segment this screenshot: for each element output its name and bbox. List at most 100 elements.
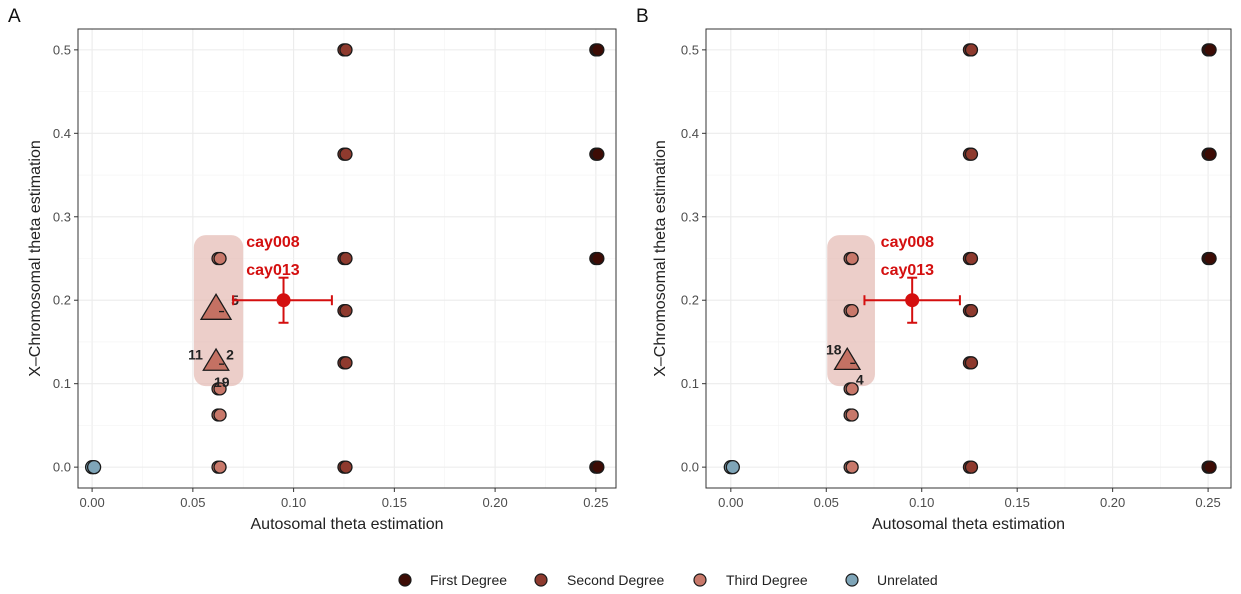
annotation-label: cay008 — [881, 234, 934, 251]
data-point-overlap — [964, 43, 979, 57]
data-point-overlap — [1203, 460, 1217, 474]
legend-marker — [845, 573, 859, 587]
legend-label: Unrelated — [877, 572, 938, 588]
triangle-label: 19 — [214, 374, 230, 390]
data-point-overlap — [213, 251, 227, 266]
legend-label: Second Degree — [567, 572, 665, 588]
series-first — [1201, 43, 1217, 474]
x-axis-title: Autosomal theta estimation — [251, 516, 444, 533]
x-tick-label: 0.00 — [79, 495, 104, 510]
x-tick-label: 0.05 — [180, 495, 205, 510]
y-axis-title: X–Chromosomal theta estimation — [27, 140, 44, 377]
legend-label: First Degree — [430, 572, 507, 588]
y-tick-label: 0.3 — [681, 209, 699, 224]
annotation-label: cay013 — [246, 262, 299, 279]
panel-label: A — [8, 6, 21, 27]
estimate-point — [276, 293, 291, 308]
data-point-overlap — [845, 304, 859, 318]
data-point-overlap — [339, 147, 353, 161]
data-point-overlap — [339, 304, 353, 318]
estimate — [863, 276, 961, 324]
legend: First Degree Second Degree Third Degree Unr… — [398, 572, 938, 588]
data-point-overlap — [845, 408, 859, 422]
data-point-overlap — [964, 460, 979, 474]
x-tick-label: 0.00 — [718, 495, 743, 510]
series-unrelated — [84, 459, 102, 475]
legend-marker — [398, 573, 412, 587]
series-second — [337, 43, 353, 474]
y-tick-label: 0.1 — [681, 376, 699, 391]
series-third — [211, 251, 227, 474]
x-tick-label: 0.20 — [1100, 495, 1125, 510]
data-point-overlap — [213, 382, 227, 396]
y-tick-label: 0.1 — [53, 376, 71, 391]
data-point-overlap — [845, 460, 859, 474]
data-point-overlap — [213, 408, 227, 422]
panel-a: 511219cay008cay0130.000.050.100.150.200.… — [8, 6, 617, 533]
triangle-label: 2 — [226, 346, 234, 362]
legend-marker — [534, 573, 548, 587]
y-axis-title: X–Chromosomal theta estimation — [652, 140, 669, 377]
series-unrelated — [723, 459, 740, 475]
data-point-overlap — [213, 460, 227, 474]
series-first — [589, 43, 605, 474]
triangle-label: 4 — [856, 372, 864, 388]
triangle-label: 18 — [826, 341, 842, 357]
x-tick-label: 0.10 — [909, 495, 934, 510]
y-tick-label: 0.4 — [681, 126, 699, 141]
y-tick-label: 0.3 — [53, 209, 71, 224]
x-axis-title: Autosomal theta estimation — [872, 516, 1065, 533]
data-point-overlap — [1203, 43, 1217, 57]
estimate-point — [905, 293, 920, 308]
x-tick-label: 0.05 — [814, 495, 839, 510]
data-point-overlap — [339, 356, 353, 370]
panel-b: 18 4 cay008 cay013 0.00 0.05 0.10 0.15 0.20 0.25 0… — [636, 6, 1232, 533]
triangle-marker — [199, 293, 233, 320]
data-point-overlap — [1203, 147, 1217, 161]
y-tick-label: 0.5 — [53, 42, 71, 57]
x-tick-label: 0.25 — [1195, 495, 1220, 510]
x-tick-label: 0.15 — [382, 495, 407, 510]
legend-item-unrelated: Unrelated — [845, 572, 938, 588]
x-tick-label: 0.25 — [583, 495, 608, 510]
legend-item-third: Third Degree — [693, 572, 808, 588]
x-tick-label: 0.10 — [281, 495, 306, 510]
data-point-overlap — [964, 356, 979, 370]
y-tick-label: 0.5 — [681, 42, 699, 57]
legend-item-first: First Degree — [398, 572, 507, 588]
series-second — [962, 43, 979, 474]
data-point-overlap — [339, 43, 353, 57]
y-tick-label: 0.0 — [681, 460, 699, 475]
legend-item-second: Second Degree — [534, 572, 665, 588]
estimate — [232, 276, 333, 324]
data-point-overlap — [964, 147, 979, 161]
data-point-overlap — [725, 459, 740, 475]
data-point-overlap — [964, 304, 979, 318]
data-point-overlap — [339, 251, 353, 266]
series-third — [843, 251, 859, 474]
data-point-overlap — [845, 251, 859, 266]
data-point-overlap — [591, 251, 605, 266]
data-point-overlap — [591, 147, 605, 161]
data-point-overlap — [339, 460, 353, 474]
data-point-overlap — [591, 460, 605, 474]
y-tick-label: 0.2 — [53, 293, 71, 308]
data-point-overlap — [964, 251, 979, 266]
legend-marker — [693, 573, 707, 587]
triangle-label: 11 — [188, 346, 203, 362]
data-point-overlap — [591, 43, 605, 57]
x-tick-label: 0.20 — [482, 495, 507, 510]
x-tick-label: 0.15 — [1005, 495, 1030, 510]
legend-label: Third Degree — [726, 572, 808, 588]
panel-label: B — [636, 6, 649, 27]
panel-border — [77, 28, 617, 489]
data-point-overlap — [845, 382, 859, 396]
triangle-marker — [833, 346, 862, 371]
data-point-overlap — [86, 459, 102, 475]
y-tick-label: 0.0 — [53, 460, 71, 475]
triangle-marker — [202, 347, 230, 371]
y-tick-label: 0.4 — [53, 126, 71, 141]
y-tick-label: 0.2 — [681, 293, 699, 308]
annotation-label: cay008 — [246, 234, 299, 251]
